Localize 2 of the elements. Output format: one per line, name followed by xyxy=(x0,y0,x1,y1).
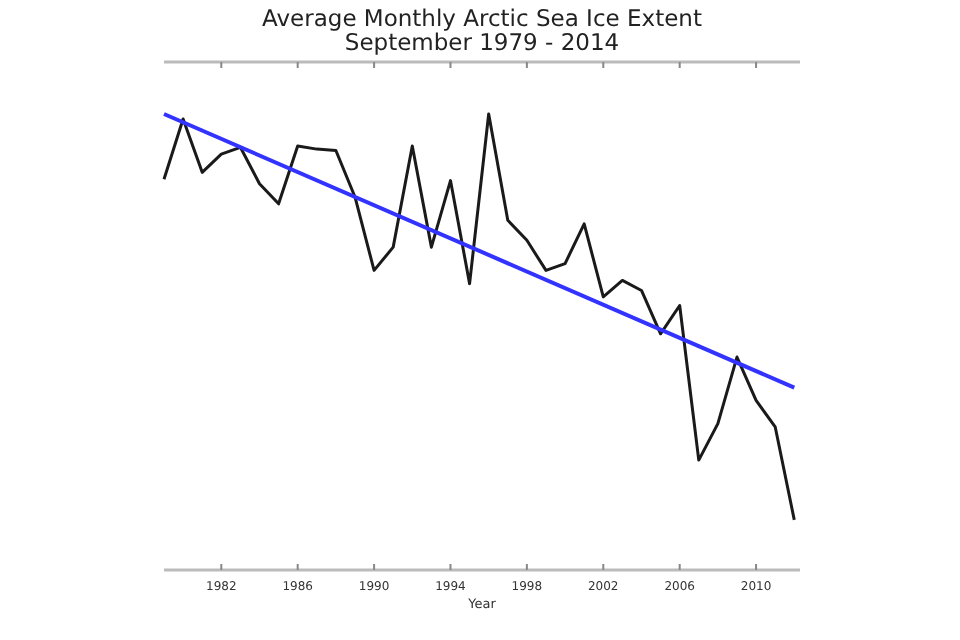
chart-title: Average Monthly Arctic Sea Ice Extent xyxy=(262,4,703,32)
chart-subtitle: September 1979 - 2014 xyxy=(344,28,620,56)
